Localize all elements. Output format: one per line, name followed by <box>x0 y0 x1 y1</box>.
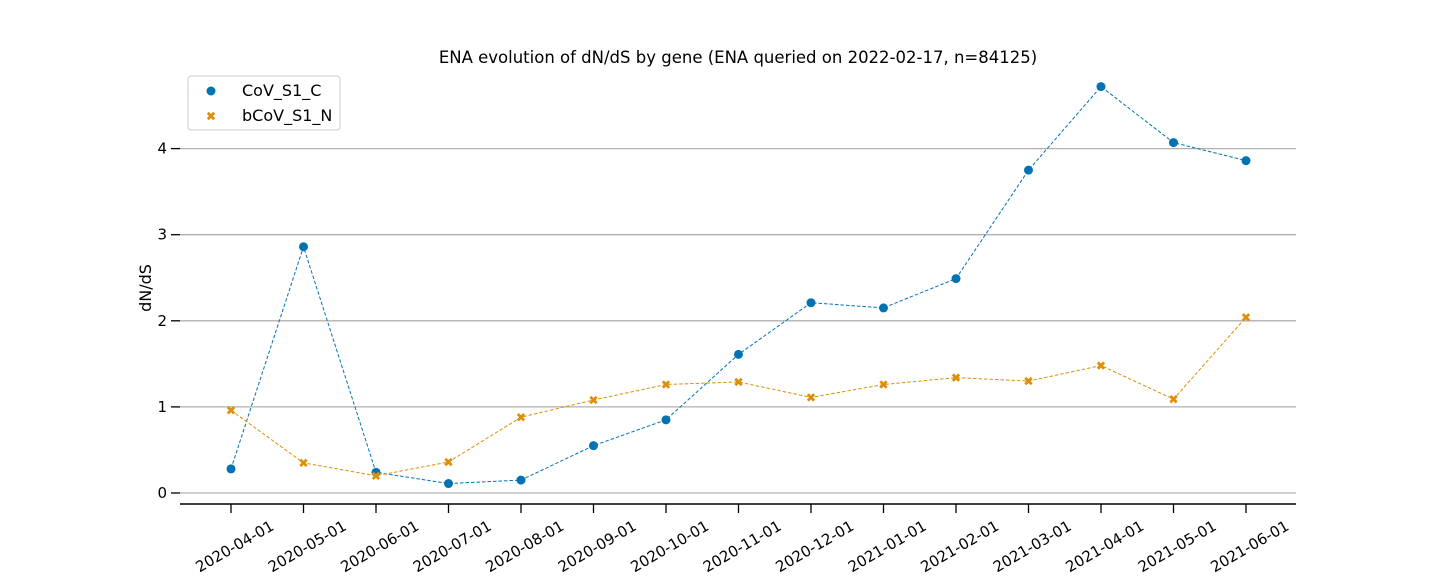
data-point <box>1169 394 1178 404</box>
data-point <box>661 380 671 389</box>
data-point <box>1169 138 1178 148</box>
data-point <box>589 395 598 405</box>
data-point <box>516 413 526 422</box>
data-point <box>226 406 236 415</box>
x-tick-label: 2021-01-01 <box>845 517 930 576</box>
x-tick-label: 2020-07-01 <box>410 517 495 576</box>
x-tick-label: 2020-06-01 <box>337 517 422 576</box>
series-bCoV_S1_N <box>226 313 1251 480</box>
data-point <box>661 415 671 425</box>
data-point <box>806 393 816 402</box>
axes: 012342020-04-012020-05-012020-06-012020-… <box>157 140 1296 576</box>
data-point <box>444 457 453 467</box>
y-tick-label: 2 <box>157 312 167 330</box>
data-point <box>299 458 308 468</box>
data-point <box>1096 361 1106 370</box>
data-point <box>879 380 888 389</box>
x-tick-label: 2020-10-01 <box>627 517 712 576</box>
x-tick-label: 2020-12-01 <box>772 517 857 576</box>
data-point <box>516 475 526 485</box>
x-tick-label: 2021-06-01 <box>1207 517 1292 576</box>
data-point <box>1241 313 1251 322</box>
data-point <box>371 471 381 480</box>
x-tick-label: 2020-05-01 <box>265 517 350 576</box>
data-point <box>806 298 816 308</box>
data-point <box>734 349 743 359</box>
y-axis-label: dN/dS <box>136 264 155 312</box>
x-tick-label: 2021-05-01 <box>1135 517 1220 576</box>
legend-label: bCoV_S1_N <box>242 106 332 126</box>
data-point <box>879 303 888 313</box>
x-tick-label: 2021-02-01 <box>917 517 1002 576</box>
series-CoV_S1_C <box>226 82 1251 489</box>
x-tick-label: 2021-03-01 <box>990 517 1075 576</box>
series-line <box>230 317 1247 477</box>
x-tick-label: 2020-04-01 <box>192 517 277 576</box>
data-point <box>299 242 308 252</box>
data-point <box>589 441 598 451</box>
legend: CoV_S1_C bCoV_S1_N <box>187 75 341 131</box>
x-tick-label: 2020-08-01 <box>482 517 567 576</box>
data-point <box>1096 82 1106 92</box>
legend-marker <box>206 86 216 96</box>
series-layer <box>226 82 1251 489</box>
x-tick-label: 2020-11-01 <box>700 517 785 576</box>
data-point <box>1024 376 1033 386</box>
data-point <box>1024 165 1033 175</box>
data-point <box>951 274 961 284</box>
y-tick-label: 4 <box>157 140 167 158</box>
y-tick-label: 0 <box>157 484 167 502</box>
legend-label: CoV_S1_C <box>242 81 321 101</box>
chart-title: ENA evolution of dN/dS by gene (ENA quer… <box>439 48 1037 67</box>
data-point <box>226 464 236 474</box>
data-point <box>951 373 961 382</box>
y-tick-label: 3 <box>157 226 167 244</box>
data-point <box>734 377 743 387</box>
y-tick-label: 1 <box>157 398 167 416</box>
x-tick-label: 2020-09-01 <box>555 517 640 576</box>
data-point <box>1241 156 1251 166</box>
legend-marker <box>206 111 216 121</box>
x-tick-label: 2021-04-01 <box>1062 517 1147 576</box>
series-line <box>230 85 1247 485</box>
grid-lines <box>180 147 1296 494</box>
legend-box <box>187 75 341 131</box>
data-point <box>444 479 453 489</box>
